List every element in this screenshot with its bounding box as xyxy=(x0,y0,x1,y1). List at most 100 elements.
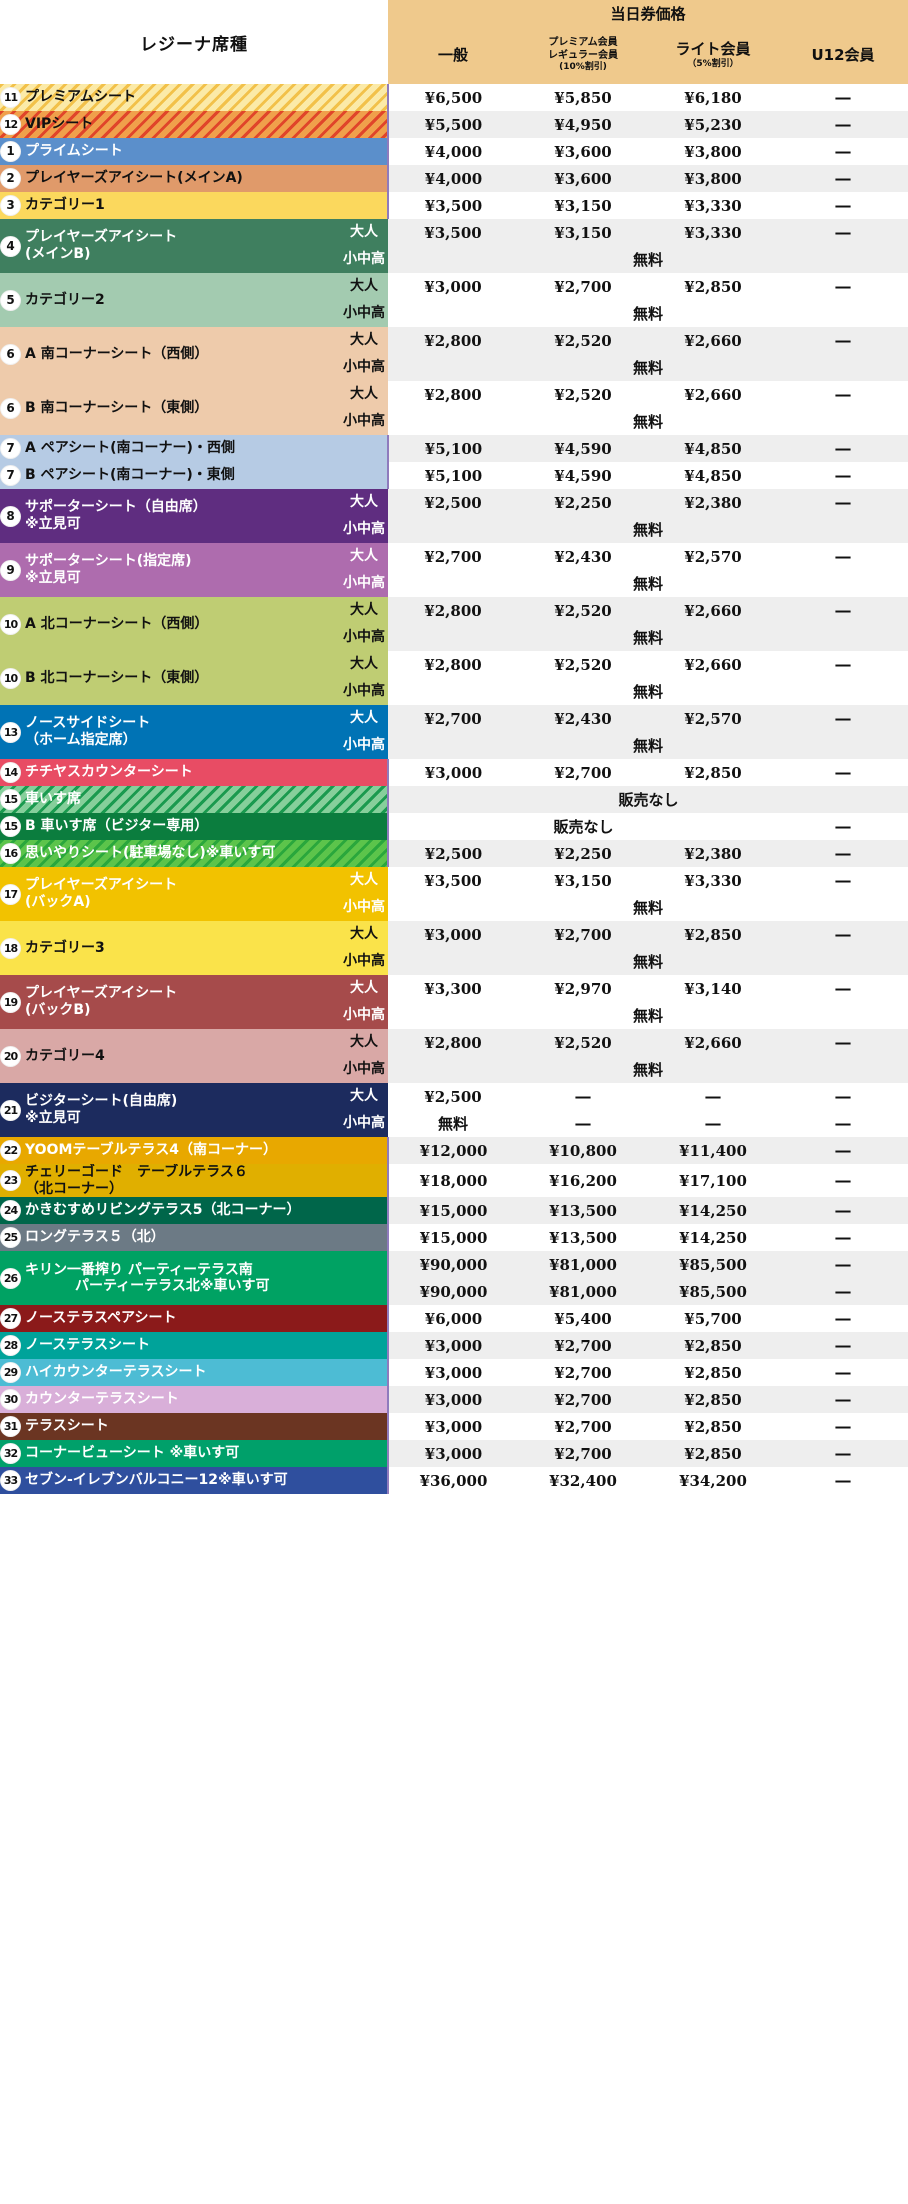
table-row[interactable]: 18 カテゴリー3 大人 ¥3,000 ¥2,700 ¥2,850— xyxy=(0,921,908,975)
table-row[interactable]: 33 セブン-イレブンバルコニー12※車いす可 ¥36,000 ¥32,400 ¥34,… xyxy=(0,1467,908,1495)
price-cell: ¥3,150 xyxy=(518,867,648,894)
seat-name-cell[interactable]: 16 思いやりシート(駐車場なし)※車いす可 xyxy=(0,840,389,867)
seat-name-cell[interactable]: 1 プライムシート xyxy=(0,138,389,165)
table-row[interactable]: 10 B 北コーナーシート（東側） 大人 ¥2,800 ¥2,520 ¥2,660— xyxy=(0,651,908,705)
seat-name-cell[interactable]: 13 ノースサイドシート （ホーム指定席） xyxy=(0,705,340,759)
price-cell: ¥15,000 xyxy=(388,1197,518,1225)
table-row[interactable]: ¥90,000 ¥81,000 ¥85,500— xyxy=(0,1278,908,1306)
price-cell: 無料 xyxy=(388,1056,908,1083)
table-row[interactable]: 15 車いす席 販売なし xyxy=(0,786,908,813)
seat-name-cell[interactable]: 10 A 北コーナーシート（西側） xyxy=(0,597,340,651)
table-row[interactable]: 11 プレミアムシート ¥6,500 ¥5,850 ¥6,180— xyxy=(0,84,908,111)
table-row[interactable]: 小中高 無料 xyxy=(0,894,908,921)
seat-name-cell[interactable]: 32 コーナービューシート ※車いす可 xyxy=(0,1440,389,1468)
table-row[interactable]: 26 キリン一番搾り パーティーテラス南 パーティーテラス北※車いす可 ¥90,000… xyxy=(0,1251,908,1306)
price-cell-unavailable: — xyxy=(778,381,908,408)
table-row[interactable]: 1 プライムシート ¥4,000 ¥3,600 ¥3,800— xyxy=(0,138,908,165)
price-cell-unavailable: — xyxy=(778,1278,908,1306)
table-row[interactable]: 小中高 無料 xyxy=(0,408,908,435)
table-row[interactable]: 小中高 無料 — — — xyxy=(0,1110,908,1137)
price-cell: ¥4,850 xyxy=(648,435,778,462)
table-row[interactable]: 小中高 無料 xyxy=(0,732,908,759)
table-row[interactable]: 15 B 車いす席（ビジター専用） 販売なし — xyxy=(0,813,908,840)
table-row[interactable]: 23 チェリーゴード テーブルテラス６ （北コーナー） ¥18,000 ¥16,200 ¥… xyxy=(0,1164,908,1198)
table-row[interactable]: 2 プレイヤーズアイシート(メインA) ¥4,000 ¥3,600 ¥3,800— xyxy=(0,165,908,192)
seat-name-cell[interactable]: 19 プレイヤーズアイシート (バックB) xyxy=(0,975,340,1029)
seat-name-cell[interactable]: 8 サポーターシート（自由席） ※立見可 xyxy=(0,489,340,543)
seat-name-cell[interactable]: 4 プレイヤーズアイシート (メインB) xyxy=(0,219,340,273)
table-row[interactable]: 28 ノーステラスシート ¥3,000 ¥2,700 ¥2,850— xyxy=(0,1332,908,1360)
table-row[interactable]: 30 カウンターテラスシート ¥3,000 ¥2,700 ¥2,850— xyxy=(0,1386,908,1414)
table-row[interactable]: 小中高 無料 xyxy=(0,570,908,597)
seat-name-cell[interactable]: 14 チチヤスカウンターシート xyxy=(0,759,389,786)
table-row[interactable]: 16 思いやりシート(駐車場なし)※車いす可 ¥2,500 ¥2,250 ¥2,380— xyxy=(0,840,908,867)
seat-name-cell[interactable]: 23 チェリーゴード テーブルテラス６ （北コーナー） xyxy=(0,1164,389,1198)
table-row[interactable]: 13 ノースサイドシート （ホーム指定席） 大人 ¥2,700 ¥2,430 ¥2,570— xyxy=(0,705,908,759)
seat-name-cell[interactable]: 2 プレイヤーズアイシート(メインA) xyxy=(0,165,389,192)
seat-name-cell[interactable]: 17 プレイヤーズアイシート (バックA) xyxy=(0,867,340,921)
table-row[interactable]: 32 コーナービューシート ※車いす可 ¥3,000 ¥2,700 ¥2,850— xyxy=(0,1440,908,1468)
table-row[interactable]: 29 ハイカウンターテラスシート ¥3,000 ¥2,700 ¥2,850— xyxy=(0,1359,908,1387)
table-row[interactable]: 小中高 無料 xyxy=(0,1056,908,1083)
seat-name-cell[interactable]: 30 カウンターテラスシート xyxy=(0,1386,389,1414)
header-seat-type: レジーナ席種 xyxy=(0,0,388,84)
seat-label: B 車いす席（ビジター専用） xyxy=(25,818,209,835)
seat-name-cell[interactable]: 20 カテゴリー4 xyxy=(0,1029,340,1083)
table-row[interactable]: 10 A 北コーナーシート（西側） 大人 ¥2,800 ¥2,520 ¥2,660— xyxy=(0,597,908,651)
table-row[interactable]: 4 プレイヤーズアイシート (メインB) 大人 ¥3,500 ¥3,150 ¥3,330— xyxy=(0,219,908,273)
seat-name-cell[interactable]: 33 セブン-イレブンバルコニー12※車いす可 xyxy=(0,1467,389,1495)
table-row[interactable]: 14 チチヤスカウンターシート ¥3,000 ¥2,700 ¥2,850— xyxy=(0,759,908,786)
seat-name-cell[interactable]: 25 ロングテラス５（北） xyxy=(0,1224,389,1252)
table-row[interactable]: 17 プレイヤーズアイシート (バックA) 大人 ¥3,500 ¥3,150 ¥3,330— xyxy=(0,867,908,921)
seat-name-cell[interactable]: 29 ハイカウンターテラスシート xyxy=(0,1359,389,1387)
seat-name-cell[interactable]: 21 ビジターシート(自由席) ※立見可 xyxy=(0,1083,340,1137)
seat-name-cell[interactable]: 3 カテゴリー1 xyxy=(0,192,389,219)
table-row[interactable]: 5 カテゴリー2 大人 ¥3,000 ¥2,700 ¥2,850— xyxy=(0,273,908,327)
table-row[interactable]: 31 テラスシート ¥3,000 ¥2,700 ¥2,850— xyxy=(0,1413,908,1441)
seat-name-cell[interactable]: 9 サポーターシート(指定席) ※立見可 xyxy=(0,543,340,597)
seat-name-cell[interactable]: 12 VIPシート xyxy=(0,111,389,138)
table-row[interactable]: 24 かきむすめリビングテラス5（北コーナー） ¥15,000 ¥13,500 ¥14,… xyxy=(0,1197,908,1225)
table-row[interactable]: 小中高 無料 xyxy=(0,678,908,705)
table-row[interactable]: 9 サポーターシート(指定席) ※立見可 大人 ¥2,700 ¥2,430 ¥2,570— xyxy=(0,543,908,597)
seat-name-cell[interactable]: 15 車いす席 xyxy=(0,786,389,813)
seat-name-cell[interactable]: 24 かきむすめリビングテラス5（北コーナー） xyxy=(0,1197,389,1225)
table-row[interactable]: 小中高 無料 xyxy=(0,354,908,381)
table-row[interactable]: 小中高 無料 xyxy=(0,624,908,651)
table-row[interactable]: 12 VIPシート ¥5,500 ¥4,950 ¥5,230— xyxy=(0,111,908,138)
table-row[interactable]: 8 サポーターシート（自由席） ※立見可 大人 ¥2,500 ¥2,250 ¥2,380— xyxy=(0,489,908,543)
price-cell: ¥2,850 xyxy=(648,921,778,948)
seat-name-cell[interactable]: 18 カテゴリー3 xyxy=(0,921,340,975)
price-cell: ¥2,500 xyxy=(388,840,518,867)
table-row[interactable]: 19 プレイヤーズアイシート (バックB) 大人 ¥3,300 ¥2,970 ¥3,140— xyxy=(0,975,908,1029)
table-row[interactable]: 21 ビジターシート(自由席) ※立見可 大人 ¥2,500— — — xyxy=(0,1083,908,1137)
table-row[interactable]: 27 ノーステラスペアシート ¥6,000 ¥5,400 ¥5,700— xyxy=(0,1305,908,1333)
seat-name-cell[interactable]: 11 プレミアムシート xyxy=(0,84,389,111)
seat-label: カテゴリー3 xyxy=(25,939,105,956)
table-row[interactable]: 22 YOOMテーブルテラス4（南コーナー） ¥12,000 ¥10,800 ¥11,4… xyxy=(0,1137,908,1164)
seat-name-cell[interactable]: 31 テラスシート xyxy=(0,1413,389,1441)
seat-name-cell[interactable]: 15 B 車いす席（ビジター専用） xyxy=(0,813,389,840)
table-row[interactable]: 小中高 無料 xyxy=(0,246,908,273)
seat-name-cell[interactable]: 5 カテゴリー2 xyxy=(0,273,340,327)
seat-name-cell[interactable]: 28 ノーステラスシート xyxy=(0,1332,389,1360)
table-row[interactable]: 小中高 無料 xyxy=(0,948,908,975)
seat-name-cell[interactable]: 10 B 北コーナーシート（東側） xyxy=(0,651,340,705)
table-row[interactable]: 小中高 無料 xyxy=(0,1002,908,1029)
seat-name-cell[interactable]: 22 YOOMテーブルテラス4（南コーナー） xyxy=(0,1137,389,1164)
table-row[interactable]: 小中高 無料 xyxy=(0,300,908,327)
table-row[interactable]: 3 カテゴリー1 ¥3,500 ¥3,150 ¥3,330— xyxy=(0,192,908,219)
seat-name-cell[interactable]: 27 ノーステラスペアシート xyxy=(0,1305,389,1333)
table-row[interactable]: 20 カテゴリー4 大人 ¥2,800 ¥2,520 ¥2,660— xyxy=(0,1029,908,1083)
table-row[interactable]: 25 ロングテラス５（北） ¥15,000 ¥13,500 ¥14,250— xyxy=(0,1224,908,1252)
table-row[interactable]: 小中高 無料 xyxy=(0,516,908,543)
seat-name-cell[interactable]: 26 キリン一番搾り パーティーテラス南 パーティーテラス北※車いす可 xyxy=(0,1251,389,1306)
